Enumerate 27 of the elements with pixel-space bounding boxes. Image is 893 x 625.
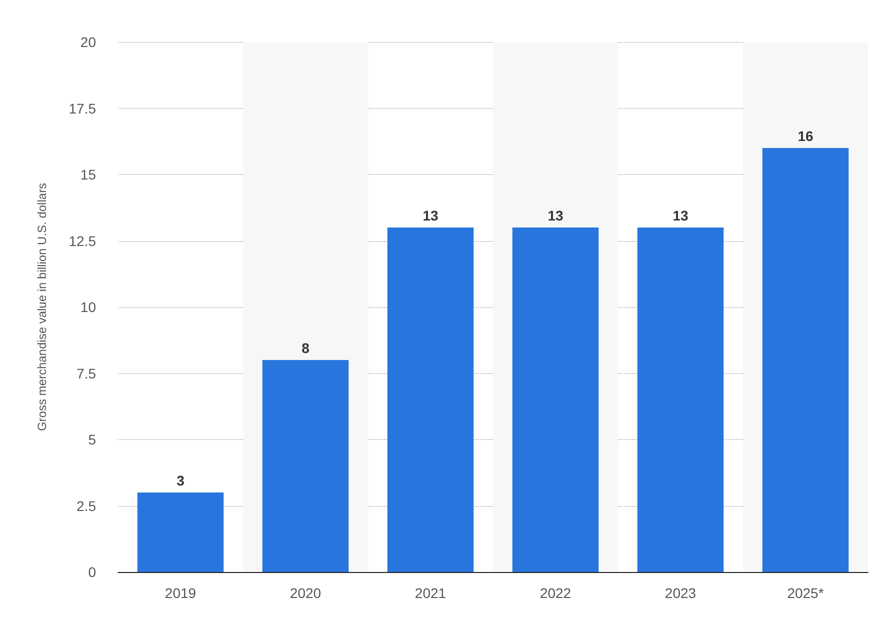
- data-label: 13: [672, 208, 688, 224]
- data-label: 8: [302, 340, 310, 356]
- y-tick-label: 0: [88, 564, 96, 580]
- data-label: 13: [548, 208, 564, 224]
- x-tick-label: 2021: [414, 585, 446, 601]
- x-tick-label: 2020: [290, 585, 322, 601]
- y-axis-title: Gross merchandise value in billion U.S. dollars: [35, 182, 49, 432]
- y-tick-label: 17.5: [68, 100, 96, 116]
- x-tick-label: 2025*: [787, 585, 824, 601]
- y-tick-label: 7.5: [76, 365, 96, 382]
- data-label: 13: [422, 208, 438, 224]
- bar: [637, 228, 724, 572]
- x-tick-label: 2023: [664, 585, 696, 601]
- data-label: 3: [176, 472, 185, 488]
- x-tick-label: 2022: [540, 585, 572, 601]
- y-tick-label: 2.5: [76, 498, 96, 514]
- data-label: 16: [798, 128, 814, 144]
- y-tick-label: 15: [80, 166, 96, 182]
- bar: [137, 492, 224, 572]
- y-tick-label: 20: [80, 34, 96, 50]
- y-tick-label: 10: [80, 299, 96, 315]
- bar: [512, 228, 599, 572]
- bar: [262, 360, 349, 572]
- bar: [387, 228, 474, 572]
- y-tick-label: 12.5: [68, 232, 96, 249]
- x-tick-label: 2019: [164, 585, 196, 601]
- y-tick-label: 5: [88, 432, 96, 448]
